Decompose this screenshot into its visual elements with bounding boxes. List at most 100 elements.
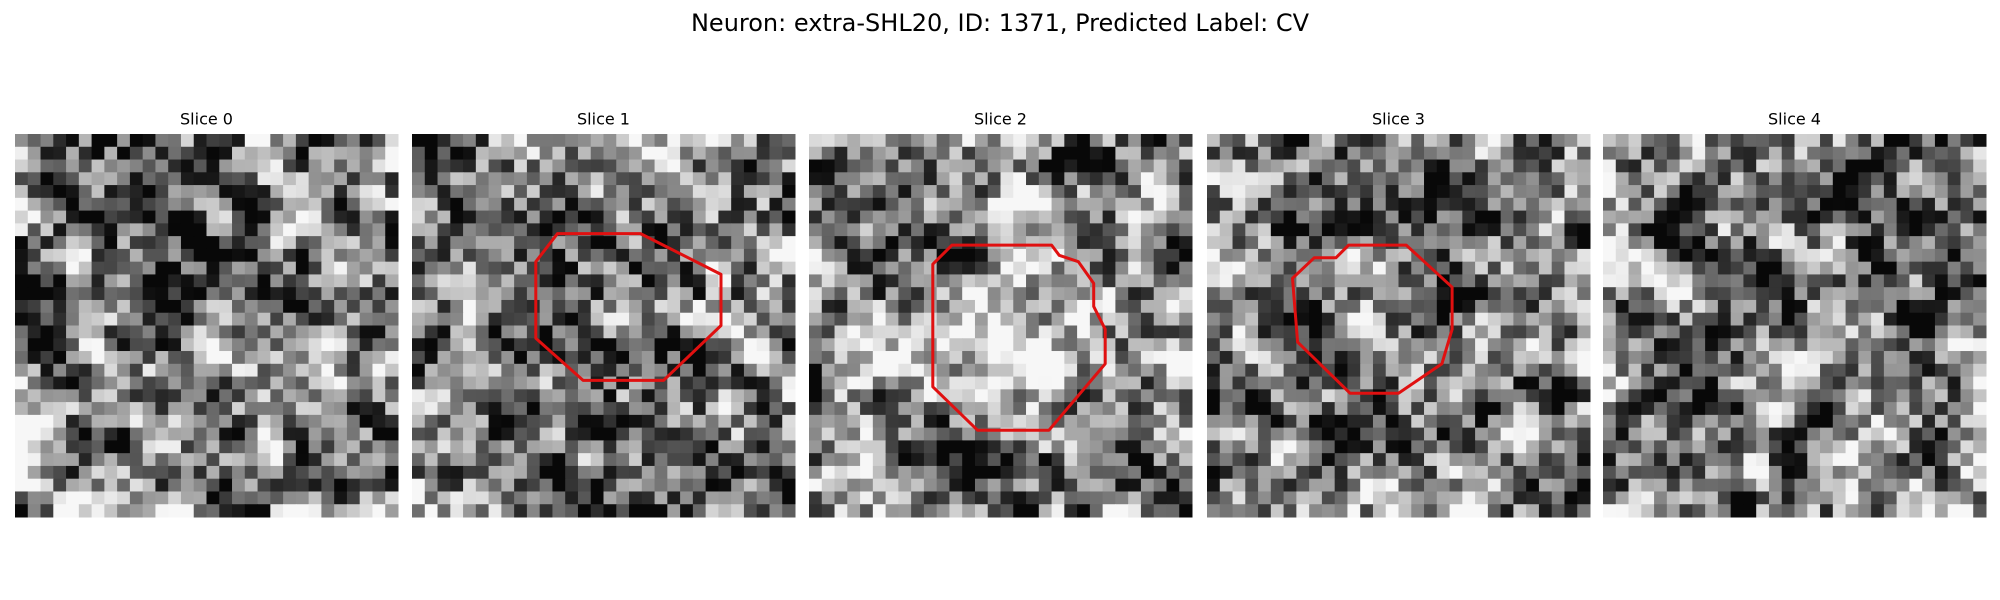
pixel [359,402,373,416]
pixel [334,261,348,275]
pixel [654,210,668,224]
pixel [450,325,464,339]
pixel [1794,146,1808,161]
pixel [1820,172,1834,186]
pixel [1577,261,1591,275]
pixel [1360,325,1374,339]
pixel [641,325,656,339]
pixel [475,299,490,314]
pixel [412,159,426,173]
pixel [1000,197,1014,212]
pixel [936,299,950,314]
pixel [412,363,426,378]
pixel [1973,478,1987,492]
pixel [424,236,439,250]
pixel [424,491,439,505]
pixel [1947,274,1961,288]
pixel [40,491,54,505]
image-panel [809,134,1193,518]
pixel [15,376,29,390]
pixel [1013,134,1027,148]
pixel [424,440,439,454]
pixel [1013,172,1027,186]
pixel [308,287,322,301]
pixel [450,287,464,301]
pixel [847,427,861,441]
pixel [898,159,912,173]
pixel [1179,312,1193,326]
pixel [705,402,719,416]
pixel [1717,338,1732,352]
pixel [372,312,386,326]
pixel [936,223,950,237]
pixel [616,440,630,454]
pixel [385,453,399,467]
pixel [1077,363,1091,378]
pixel [1756,159,1770,173]
pixel [769,274,783,288]
pixel [1679,146,1693,161]
pixel [295,159,310,173]
pixel [385,440,399,454]
pixel [1436,236,1451,250]
pixel [718,453,732,467]
pixel [1360,440,1374,454]
pixel [974,287,989,301]
pixel [1115,172,1129,186]
pixel [680,402,694,416]
pixel [1462,504,1476,518]
pixel [898,261,912,275]
pixel [1051,197,1065,212]
pixel [847,389,861,403]
pixel [1794,338,1808,352]
pixel [1692,465,1706,480]
pixel [1717,261,1732,275]
pixel [257,465,271,480]
pixel [821,338,836,352]
pixel [1424,389,1438,403]
pixel [129,427,144,441]
pixel [1462,274,1476,288]
pixel [1666,197,1681,212]
pixel [872,274,887,288]
pixel [1628,389,1642,403]
pixel [488,351,502,365]
pixel [129,248,144,263]
pixel [705,389,719,403]
pixel [1232,261,1246,275]
pixel [117,172,131,186]
pixel [962,338,976,352]
pixel [654,440,668,454]
pixel [1628,210,1642,224]
pixel [987,478,1001,492]
pixel [1258,389,1272,403]
pixel [1692,402,1706,416]
pixel [1219,351,1234,365]
pixel [1500,376,1514,390]
pixel [667,210,681,224]
pixel [1756,248,1770,263]
pixel [385,325,399,339]
pixel [1871,134,1885,148]
pixel [1922,427,1936,441]
pixel [743,159,758,173]
pixel [1245,351,1259,365]
pixel [155,465,169,480]
pixel [1615,274,1630,288]
pixel [1026,248,1040,263]
pixel [1871,427,1885,441]
pixel [1077,338,1091,352]
pixel [1334,185,1348,199]
pixel [603,491,617,505]
panel-title: Slice 4 [1768,110,1821,129]
pixel [1883,440,1898,454]
pixel [1334,134,1348,148]
pixel [257,440,271,454]
pixel [180,402,195,416]
pixel [539,389,553,403]
pixel [539,274,553,288]
pixel [1411,325,1425,339]
pixel [1013,287,1027,301]
pixel [1845,376,1859,390]
pixel [1513,261,1527,275]
